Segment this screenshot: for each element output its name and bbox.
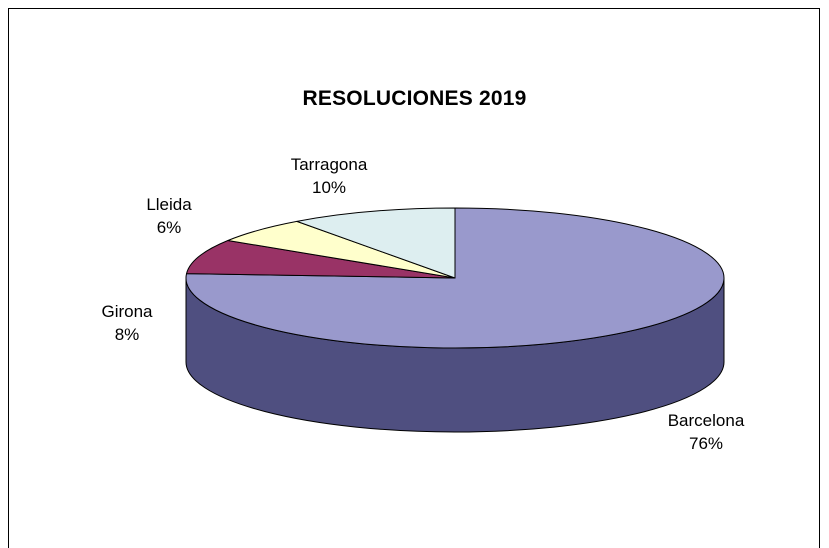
- slice-girona: [186, 239, 456, 279]
- slice-label-name-lleida: Lleida: [146, 195, 192, 214]
- slice-tarragona: [296, 207, 456, 279]
- slice-label-name-girona: Girona: [101, 302, 153, 321]
- slice-label-percent-lleida: 6%: [157, 218, 182, 237]
- pie-slices: [185, 207, 725, 349]
- slice-label-percent-girona: 8%: [115, 325, 140, 344]
- slice-label-name-tarragona: Tarragona: [291, 155, 368, 174]
- slice-label-name-barcelona: Barcelona: [668, 411, 745, 430]
- pie-chart: Barcelona 76% Girona 8% Lleida 6% Tarragona 10%: [101, 155, 744, 453]
- chart-title: RESOLUCIONES 2019: [302, 87, 527, 110]
- slice-label-percent-barcelona: 76%: [689, 434, 723, 453]
- slice-label-percent-tarragona: 10%: [312, 178, 346, 197]
- slice-labels: Barcelona 76% Girona 8% Lleida 6% Tarragona 10%: [101, 155, 744, 453]
